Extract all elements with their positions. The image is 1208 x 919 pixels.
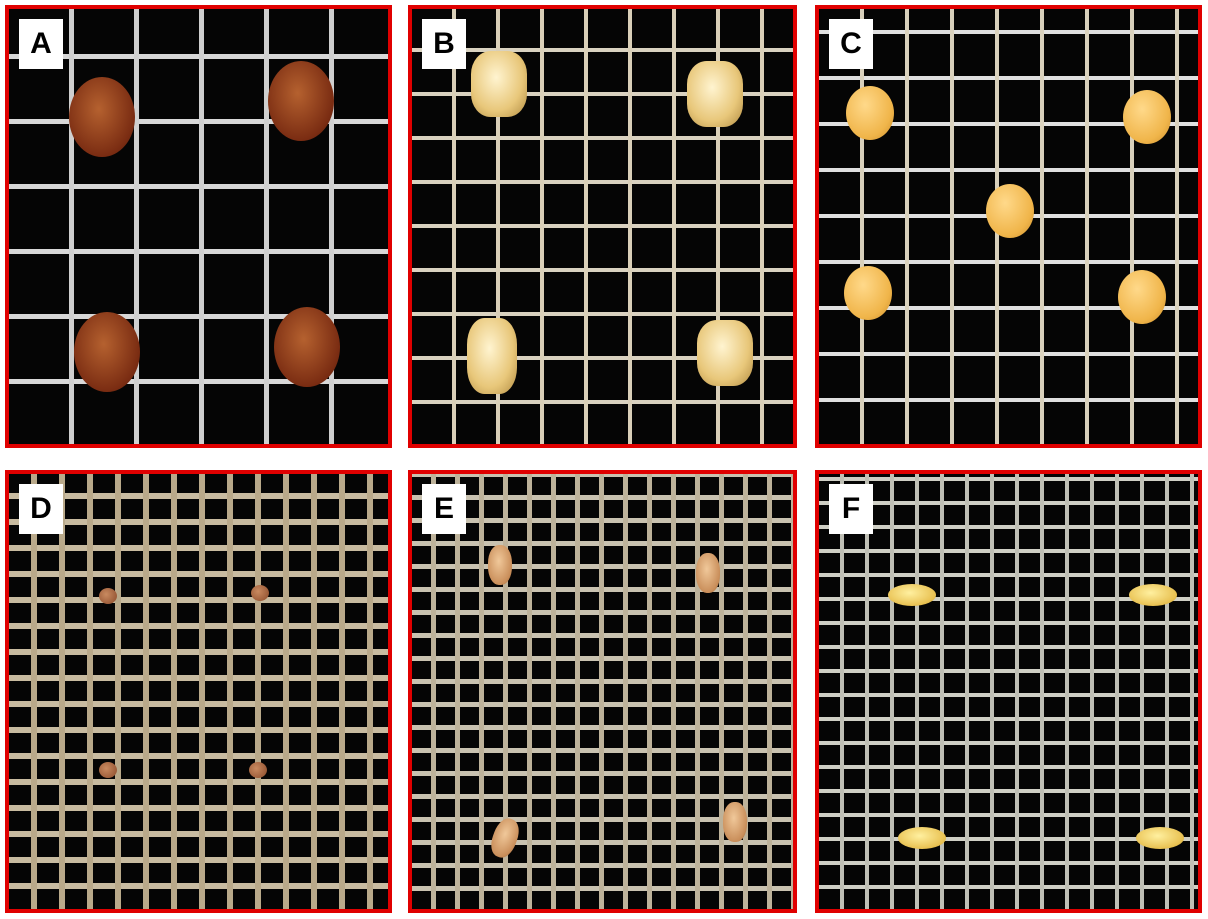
panel-label: C — [829, 19, 873, 69]
panel-label: E — [422, 484, 466, 534]
seed — [986, 184, 1034, 238]
panel-label: B — [422, 19, 466, 69]
seed — [1136, 827, 1184, 849]
panel-b: B — [408, 5, 797, 448]
seed — [1118, 270, 1166, 324]
seed — [697, 320, 753, 386]
seed — [1123, 90, 1171, 144]
seed — [467, 318, 517, 394]
seed — [1129, 584, 1177, 606]
seed — [696, 553, 720, 593]
seed — [846, 86, 894, 140]
seed — [274, 307, 340, 387]
panel-e: E — [408, 470, 797, 913]
seed — [888, 584, 936, 606]
panel-a: A — [5, 5, 392, 448]
seed — [844, 266, 892, 320]
seed — [251, 585, 269, 601]
seed — [488, 545, 512, 585]
seed — [723, 802, 747, 842]
seed — [69, 77, 135, 157]
panel-label: D — [19, 484, 63, 534]
seed — [249, 762, 267, 778]
seed — [268, 61, 334, 141]
seed — [486, 815, 524, 861]
seed — [898, 827, 946, 849]
panel-label: A — [19, 19, 63, 69]
panel-c: C — [815, 5, 1202, 448]
seed — [99, 762, 117, 778]
seed — [687, 61, 743, 127]
seed — [471, 51, 527, 117]
seed — [74, 312, 140, 392]
panel-d: D — [5, 470, 392, 913]
seed — [99, 588, 117, 604]
panel-f: F — [815, 470, 1202, 913]
panel-label: F — [829, 484, 873, 534]
